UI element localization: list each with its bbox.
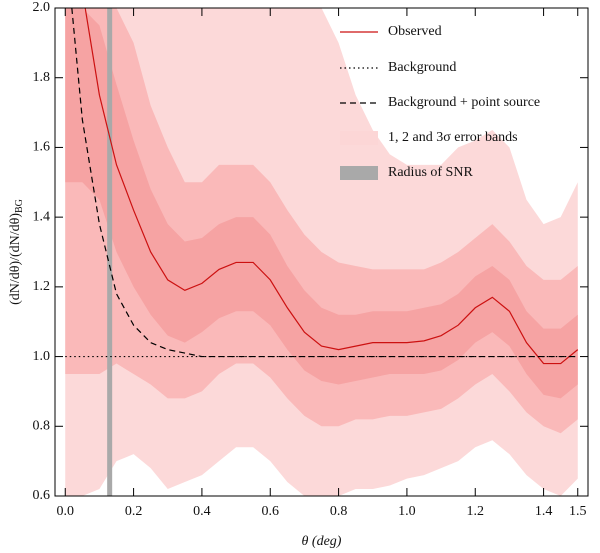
legend-label: 1, 2 and 3σ error bands <box>388 130 518 145</box>
y-tick-label: 0.6 <box>33 488 51 503</box>
legend-swatch <box>340 131 378 145</box>
x-tick-label: 0.8 <box>330 504 348 519</box>
y-tick-label: 1.4 <box>33 209 51 224</box>
x-tick-label: 0.6 <box>262 504 280 519</box>
series-line <box>84 8 579 365</box>
x-tick-label: 0.0 <box>57 504 75 519</box>
axes: 0.0 0.2 0.4 0.6 0.8 1.0 1.2 1.4 1.5 0.6 0.8 1.0 1.2 1… <box>8 0 589 549</box>
x-tick-label: 1.5 <box>569 504 587 519</box>
x-tick-label: 1.0 <box>398 504 416 519</box>
legend-swatch <box>340 166 378 180</box>
y-tick-label: 1.6 <box>33 140 51 155</box>
y-tick-label: 0.8 <box>33 419 51 434</box>
x-tick-label: 1.4 <box>535 504 553 519</box>
legend-label: Observed <box>388 24 442 39</box>
series-line <box>71 8 578 358</box>
legend-label: Background <box>388 60 456 75</box>
y-tick-label: 2.0 <box>33 0 51 15</box>
error-band <box>65 8 578 399</box>
y-tick-label: 1.0 <box>33 349 51 364</box>
x-axis-label: θ (deg) <box>302 534 342 549</box>
y-tick-label: 1.8 <box>33 70 51 85</box>
plot-frame <box>54 7 589 497</box>
x-tick-label: 0.2 <box>125 504 143 519</box>
y-axis-label: (dN/dθ)/(dN/dθ)BG <box>8 199 25 305</box>
x-tick-label: 1.2 <box>467 504 485 519</box>
plot-area <box>65 8 579 496</box>
y-tick-label: 1.2 <box>33 279 51 294</box>
legend-label: Background + point source <box>388 95 540 110</box>
x-tick-label: 0.4 <box>193 504 211 519</box>
legend-label: Radius of SNR <box>388 165 473 180</box>
y-axis-label-subscript: BG <box>14 199 25 213</box>
